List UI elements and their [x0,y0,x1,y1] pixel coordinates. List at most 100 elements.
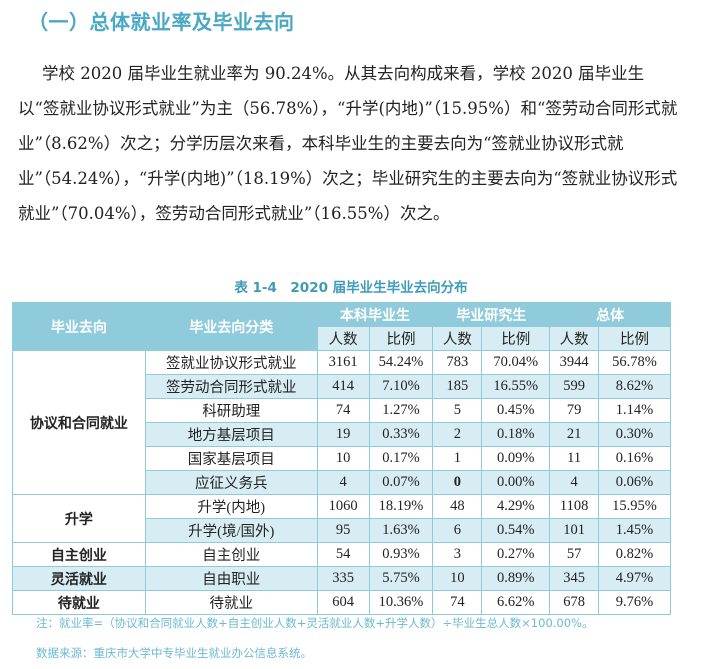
total-ratio: 0.30% [598,422,671,447]
category-cell: 待就业 [144,590,318,615]
undergrad-ratio: 0.33% [368,422,434,447]
header-graduate-ratio: 比例 [481,326,551,351]
total-count: 57 [549,542,600,567]
graduate-count: 3 [432,542,483,567]
undergrad-count: 74 [316,398,370,423]
header-graduate-count: 人数 [432,326,483,351]
undergrad-count: 95 [316,518,370,543]
total-count: 3944 [549,350,600,375]
header-total-ratio: 比例 [598,326,671,351]
undergrad-ratio: 18.19% [368,494,434,519]
total-ratio: 0.82% [598,542,671,567]
destination-table: 毕业去向 毕业去向分类 本科毕业生 毕业研究生 总体 人数 比例 人数 比例 人… [12,302,671,615]
header-undergrad: 本科毕业生 [316,302,434,327]
undergrad-count: 19 [316,422,370,447]
table-row: 应征义务兵 4 0.07% 0 0.00% 4 0.06% [13,470,671,495]
header-undergrad-ratio: 比例 [368,326,434,351]
graduate-ratio: 0.54% [481,518,551,543]
undergrad-count: 10 [316,446,370,471]
table-row: 自主创业 自主创业 54 0.93% 3 0.27% 57 0.82% [12,542,671,567]
undergrad-ratio: 0.93% [368,542,434,567]
total-ratio: 8.62% [598,374,671,399]
undergrad-ratio: 1.27% [368,398,434,423]
category-cell: 自由职业 [144,566,318,591]
table-subheader-row: 人数 比例 人数 比例 人数 比例 [13,326,671,351]
undergrad-ratio: 0.17% [368,446,434,471]
group-self-employed: 自主创业 [12,542,146,567]
graduate-ratio: 6.62% [481,590,551,615]
undergrad-ratio: 5.75% [368,566,434,591]
total-ratio: 9.76% [598,590,671,615]
undergrad-ratio: 0.07% [368,470,434,495]
table-header-row: 毕业去向 毕业去向分类 本科毕业生 毕业研究生 总体 [12,302,671,351]
graduate-ratio: 0.18% [481,422,551,447]
group-contract: 协议和合同就业 [12,350,146,495]
category-cell: 升学(境/国外) [144,518,318,543]
total-count: 11 [549,446,600,471]
table-row: 升学(境/国外) 95 1.63% 6 0.54% 101 1.45% [13,518,671,543]
graduate-count: 2 [432,422,483,447]
graduate-count: 1 [432,446,483,471]
section-heading: （一）总体就业率及毕业去向 [28,10,295,34]
header-undergrad-count: 人数 [316,326,370,351]
total-count: 21 [549,422,600,447]
category-cell: 签劳动合同形式就业 [144,374,318,399]
graduate-ratio: 16.55% [481,374,551,399]
total-ratio: 15.95% [598,494,671,519]
table-row: 升学 升学(内地) 1060 18.19% 48 4.29% 1108 15.9… [12,494,671,543]
total-ratio: 0.16% [598,446,671,471]
graduate-ratio: 0.27% [481,542,551,567]
summary-paragraph: 学校 2020 届毕业生就业率为 90.24%。从其去向构成来看，学校 2020… [18,56,682,231]
undergrad-count: 3161 [316,350,370,375]
graduate-ratio: 0.00% [481,470,551,495]
header-graduate: 毕业研究生 [432,302,551,327]
summary-text: 学校 2020 届毕业生就业率为 90.24%。从其去向构成来看，学校 2020… [18,64,678,223]
total-ratio: 56.78% [598,350,671,375]
group-unemployed: 待就业 [12,590,146,615]
graduate-ratio: 0.09% [481,446,551,471]
table-row: 协议和合同就业 签就业协议形式就业 3161 54.24% 783 70.04%… [12,350,671,495]
graduate-count: 783 [432,350,483,375]
graduate-count: 10 [432,566,483,591]
total-ratio: 1.45% [598,518,671,543]
undergrad-count: 604 [316,590,370,615]
category-cell: 国家基层项目 [144,446,318,471]
total-count: 678 [549,590,600,615]
table-note: 注：就业率=（协议和合同就业人数+自主创业人数+灵活就业人数+升学人数）÷毕业生… [36,616,594,630]
header-total-count: 人数 [549,326,600,351]
category-cell: 自主创业 [144,542,318,567]
total-count: 599 [549,374,600,399]
graduate-ratio: 0.89% [481,566,551,591]
undergrad-count: 1060 [316,494,370,519]
graduate-ratio: 0.45% [481,398,551,423]
undergrad-count: 414 [316,374,370,399]
total-ratio: 1.14% [598,398,671,423]
group-flexible: 灵活就业 [12,566,146,591]
graduate-count: 48 [432,494,483,519]
category-cell: 签就业协议形式就业 [144,350,318,375]
table-caption: 表 1-4 2020 届毕业生毕业去向分布 [234,280,468,296]
total-count: 79 [549,398,600,423]
data-source: 数据来源：重庆市大学中专毕业生就业办公信息系统。 [36,646,312,660]
total-count: 4 [549,470,600,495]
graduate-count: 5 [432,398,483,423]
group-further-study: 升学 [12,494,146,543]
undergrad-ratio: 7.10% [368,374,434,399]
undergrad-count: 335 [316,566,370,591]
table-row: 灵活就业 自由职业 335 5.75% 10 0.89% 345 4.97% [12,566,671,591]
graduate-count: 74 [432,590,483,615]
undergrad-count: 4 [316,470,370,495]
category-cell: 地方基层项目 [144,422,318,447]
undergrad-ratio: 10.36% [368,590,434,615]
graduate-count: 185 [432,374,483,399]
undergrad-ratio: 54.24% [368,350,434,375]
total-count: 345 [549,566,600,591]
graduate-ratio: 70.04% [481,350,551,375]
undergrad-count: 54 [316,542,370,567]
category-cell: 应征义务兵 [144,470,318,495]
total-ratio: 4.97% [598,566,671,591]
table-row: 待就业 待就业 604 10.36% 74 6.62% 678 9.76% [12,590,671,615]
graduate-ratio: 4.29% [481,494,551,519]
graduate-count: 0 [432,470,483,495]
category-cell: 科研助理 [144,398,318,423]
